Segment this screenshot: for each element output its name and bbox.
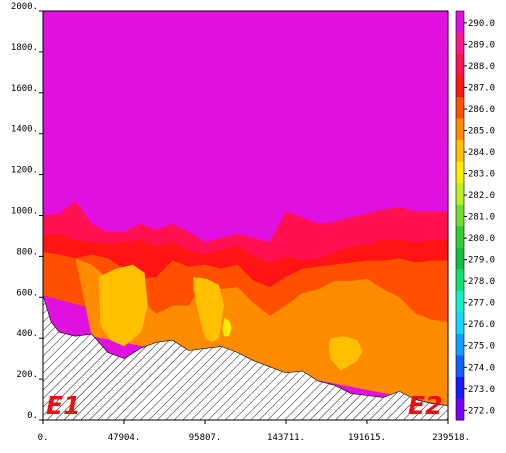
colorbar-label: 289.0: [468, 40, 495, 50]
x-tick-label: 191615.: [348, 433, 386, 443]
y-tick-label: 1200.: [11, 166, 38, 176]
colorbar-swatch: [456, 376, 464, 399]
colorbar-label: 278.0: [468, 277, 495, 287]
y-tick-label: 600.: [16, 288, 38, 298]
colorbar-label: 284.0: [468, 148, 495, 158]
colorbar-swatch: [456, 32, 464, 55]
colorbar-label: 288.0: [468, 62, 495, 72]
colorbar-swatch: [456, 97, 464, 120]
colorbar-swatch: [456, 312, 464, 335]
y-tick-label: 0.: [27, 411, 38, 421]
colorbar-label: 283.0: [468, 170, 495, 180]
colorbar-swatch: [456, 355, 464, 378]
x-tick-label: 47904.: [108, 433, 141, 443]
contour-region-283.0: [222, 317, 232, 337]
x-axis: 0. 47904. 95807. 143711. 191615. 239518.: [38, 420, 470, 443]
y-tick-label: 1000.: [11, 207, 38, 217]
colorbar-label: 282.0: [468, 191, 495, 201]
colorbar-swatch: [456, 183, 464, 206]
colorbar-label: 290.0: [468, 19, 495, 29]
colorbar-label: 274.0: [468, 363, 495, 373]
colorbar-label: 287.0: [468, 83, 495, 93]
y-tick-label: 1600.: [11, 84, 38, 94]
colorbar-label: 280.0: [468, 234, 495, 244]
colorbar: 290.0 289.0 288.0 287.0 286.0 285.0 284.0 283.0…: [455, 10, 495, 421]
colorbar-swatch: [456, 290, 464, 313]
colorbar-swatch: [456, 140, 464, 163]
x-tick-label: 95807.: [189, 433, 222, 443]
y-tick-label: 400.: [16, 329, 38, 339]
colorbar-swatch: [456, 75, 464, 98]
left-end-label: E1: [46, 391, 80, 420]
colorbar-label: 279.0: [468, 256, 495, 266]
contour-region-284.0: [98, 264, 148, 347]
x-tick-label: 143711.: [267, 433, 305, 443]
colorbar-swatch: [456, 269, 464, 292]
colorbar-swatch: [456, 11, 464, 34]
terrain-mask: [42, 295, 449, 421]
right-end-label: E2: [408, 391, 442, 420]
colorbar-label: 272.0: [468, 406, 495, 416]
colorbar-swatch: [456, 247, 464, 270]
colorbar-swatch: [456, 54, 464, 77]
colorbar-label: 273.0: [468, 385, 495, 395]
y-tick-label: 800.: [16, 247, 38, 257]
colorbar-label: 276.0: [468, 320, 495, 330]
plot-area: [42, 10, 449, 421]
x-tick-label: 239518.: [432, 433, 470, 443]
colorbar-label: 281.0: [468, 213, 495, 223]
y-tick-label: 200.: [16, 370, 38, 380]
colorbar-label: 277.0: [468, 299, 495, 309]
y-tick-label: 1400.: [11, 125, 38, 135]
x-tick-label: 0.: [38, 433, 49, 443]
colorbar-swatch: [456, 118, 464, 141]
colorbar-label: 286.0: [468, 105, 495, 115]
y-axis: 0. 200. 400. 600. 800. 1000. 1200. 1400. 1600. 18…: [11, 2, 43, 421]
colorbar-swatch: [456, 398, 464, 421]
y-tick-label: 2000.: [11, 2, 38, 12]
contour-region-284.0: [328, 336, 363, 371]
contour-region-285.0: [75, 258, 448, 406]
y-tick-label: 1800.: [11, 43, 38, 53]
contour-regions: [43, 201, 448, 406]
colorbar-swatch: [456, 226, 464, 249]
colorbar-swatch: [456, 204, 464, 227]
contour-region-284.0: [193, 276, 224, 343]
colorbar-swatch: [456, 161, 464, 184]
colorbar-frame: [455, 10, 465, 421]
colorbar-swatch: [456, 333, 464, 356]
colorbar-label: 275.0: [468, 342, 495, 352]
colorbar-label: 285.0: [468, 126, 495, 136]
